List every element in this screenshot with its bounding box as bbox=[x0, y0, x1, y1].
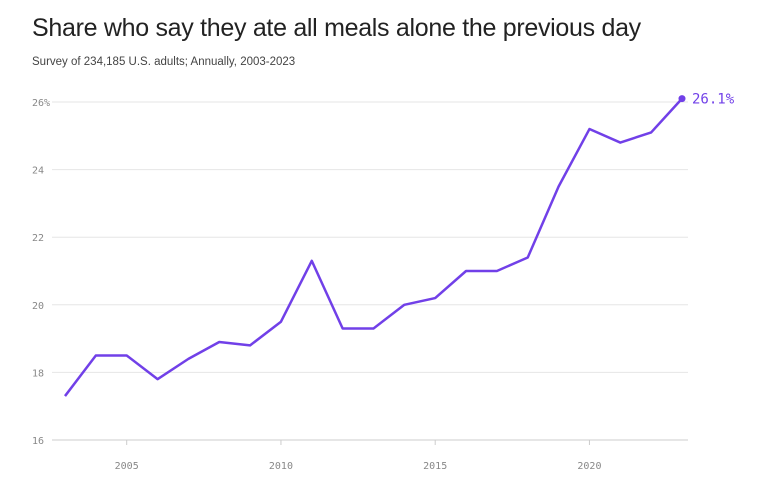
y-tick-label: 22 bbox=[32, 233, 44, 244]
end-value-label: 26.1% bbox=[692, 92, 735, 108]
y-tick-label: 18 bbox=[32, 368, 44, 379]
y-tick-label: 26% bbox=[32, 98, 50, 109]
x-tick-label: 2005 bbox=[115, 461, 139, 472]
series-line bbox=[64, 97, 683, 397]
y-tick-label: 20 bbox=[32, 301, 44, 312]
y-tick-label: 16 bbox=[32, 436, 44, 447]
x-tick-label: 2010 bbox=[269, 461, 293, 472]
chart-subtitle: Survey of 234,185 U.S. adults; Annually,… bbox=[32, 56, 296, 68]
end-point bbox=[678, 95, 686, 103]
chart-title: Share who say they ate all meals alone t… bbox=[32, 14, 641, 42]
y-tick-label: 24 bbox=[32, 166, 44, 177]
x-tick-label: 2015 bbox=[423, 461, 447, 472]
x-tick-label: 2020 bbox=[577, 461, 601, 472]
